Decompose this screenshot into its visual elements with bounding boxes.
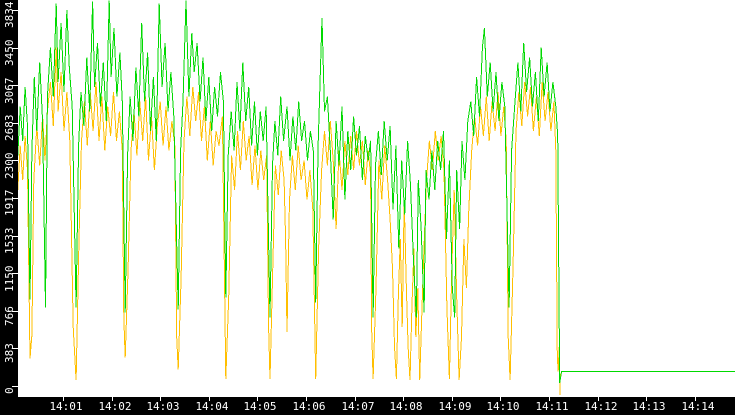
y-axis-tick: [12, 348, 18, 349]
x-axis-tick: [598, 397, 599, 401]
x-tick-label: 14:06: [292, 400, 326, 413]
y-axis-tick: [12, 236, 18, 237]
y-axis: 0 383 766 1150 1533 1917 2300 2683 3067 3450 3834: [0, 0, 18, 415]
y-axis-tick: [12, 386, 18, 387]
y-axis-tick: [12, 10, 18, 11]
x-tick-label: 14:08: [389, 400, 423, 413]
x-axis-tick: [646, 397, 647, 401]
x-axis: 14:01 14:02 14:03 14:04 14:05 14:06 14:07 14:08…: [0, 397, 735, 415]
x-axis-tick: [500, 397, 501, 401]
x-tick-label: 14:11: [535, 400, 569, 413]
x-tick-label: 14:10: [486, 400, 520, 413]
x-axis-tick: [209, 397, 210, 401]
y-axis-tick: [12, 311, 18, 312]
y-tick-label: 3834: [3, 1, 16, 29]
x-axis-tick: [452, 397, 453, 401]
x-axis-tick: [355, 397, 356, 401]
x-axis-tick: [549, 397, 550, 401]
x-tick-label: 14:12: [584, 400, 618, 413]
x-tick-label: 14:14: [681, 400, 715, 413]
y-tick-label: 1150: [3, 265, 16, 293]
y-axis-tick: [12, 123, 18, 124]
y-tick-label: 2683: [3, 114, 16, 142]
y-tick-label: 1917: [3, 189, 16, 217]
series-orange-line: [17, 47, 561, 395]
x-tick-label: 14:13: [632, 400, 666, 413]
x-tick-label: 14:01: [49, 400, 83, 413]
y-tick-label: 383: [3, 343, 16, 363]
x-tick-label: 14:02: [98, 400, 132, 413]
x-axis-tick: [695, 397, 696, 401]
y-axis-tick: [12, 160, 18, 161]
x-axis-tick: [403, 397, 404, 401]
x-axis-tick: [160, 397, 161, 401]
y-tick-label: 3450: [3, 39, 16, 67]
y-axis-tick: [12, 198, 18, 199]
x-axis-tick: [112, 397, 113, 401]
y-axis-tick: [12, 48, 18, 49]
x-axis-tick: [63, 397, 64, 401]
x-tick-label: 14:03: [146, 400, 180, 413]
x-tick-label: 14:05: [243, 400, 277, 413]
x-axis-tick: [257, 397, 258, 401]
x-axis-tick: [306, 397, 307, 401]
y-tick-label: 2300: [3, 152, 16, 180]
y-axis-tick: [12, 273, 18, 274]
x-tick-label: 14:04: [195, 400, 229, 413]
series-green-line: [17, 0, 735, 384]
y-tick-label: 3067: [3, 77, 16, 105]
y-axis-tick: [12, 85, 18, 86]
x-tick-label: 14:07: [341, 400, 375, 413]
y-tick-label: 766: [3, 306, 16, 326]
y-tick-label: 0: [3, 387, 16, 394]
y-tick-label: 1533: [3, 227, 16, 255]
x-tick-label: 14:09: [438, 400, 472, 413]
